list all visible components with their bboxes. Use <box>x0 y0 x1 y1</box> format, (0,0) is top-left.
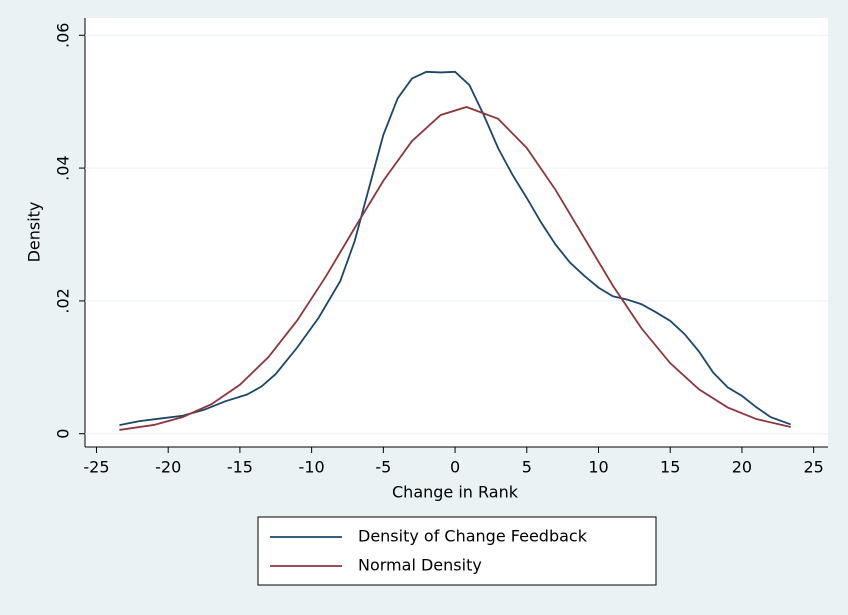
x-tick-label: -25 <box>83 458 109 477</box>
x-tick-label: -20 <box>155 458 181 477</box>
y-axis-title: Density <box>25 202 44 263</box>
plot-area <box>85 18 828 447</box>
x-tick-label: -15 <box>227 458 253 477</box>
x-tick-label: 15 <box>660 458 680 477</box>
y-tick-label: 0 <box>54 429 73 439</box>
legend-label: Density of Change Feedback <box>358 527 588 546</box>
x-tick-label: 0 <box>450 458 460 477</box>
y-tick-label: .02 <box>54 288 73 313</box>
x-tick-label: -5 <box>375 458 391 477</box>
y-tick-label: .06 <box>54 23 73 48</box>
legend <box>257 516 657 586</box>
y-tick-label: .04 <box>54 155 73 180</box>
x-axis-title: Change in Rank <box>392 483 519 502</box>
line <box>119 70 792 426</box>
x-tick-label: 10 <box>588 458 608 477</box>
x-tick-label: 25 <box>803 458 823 477</box>
line <box>119 106 791 431</box>
x-tick-label: 20 <box>732 458 752 477</box>
x-tick-label: -10 <box>299 458 325 477</box>
x-tick-label: 5 <box>522 458 532 477</box>
legend-label: Normal Density <box>358 556 482 575</box>
